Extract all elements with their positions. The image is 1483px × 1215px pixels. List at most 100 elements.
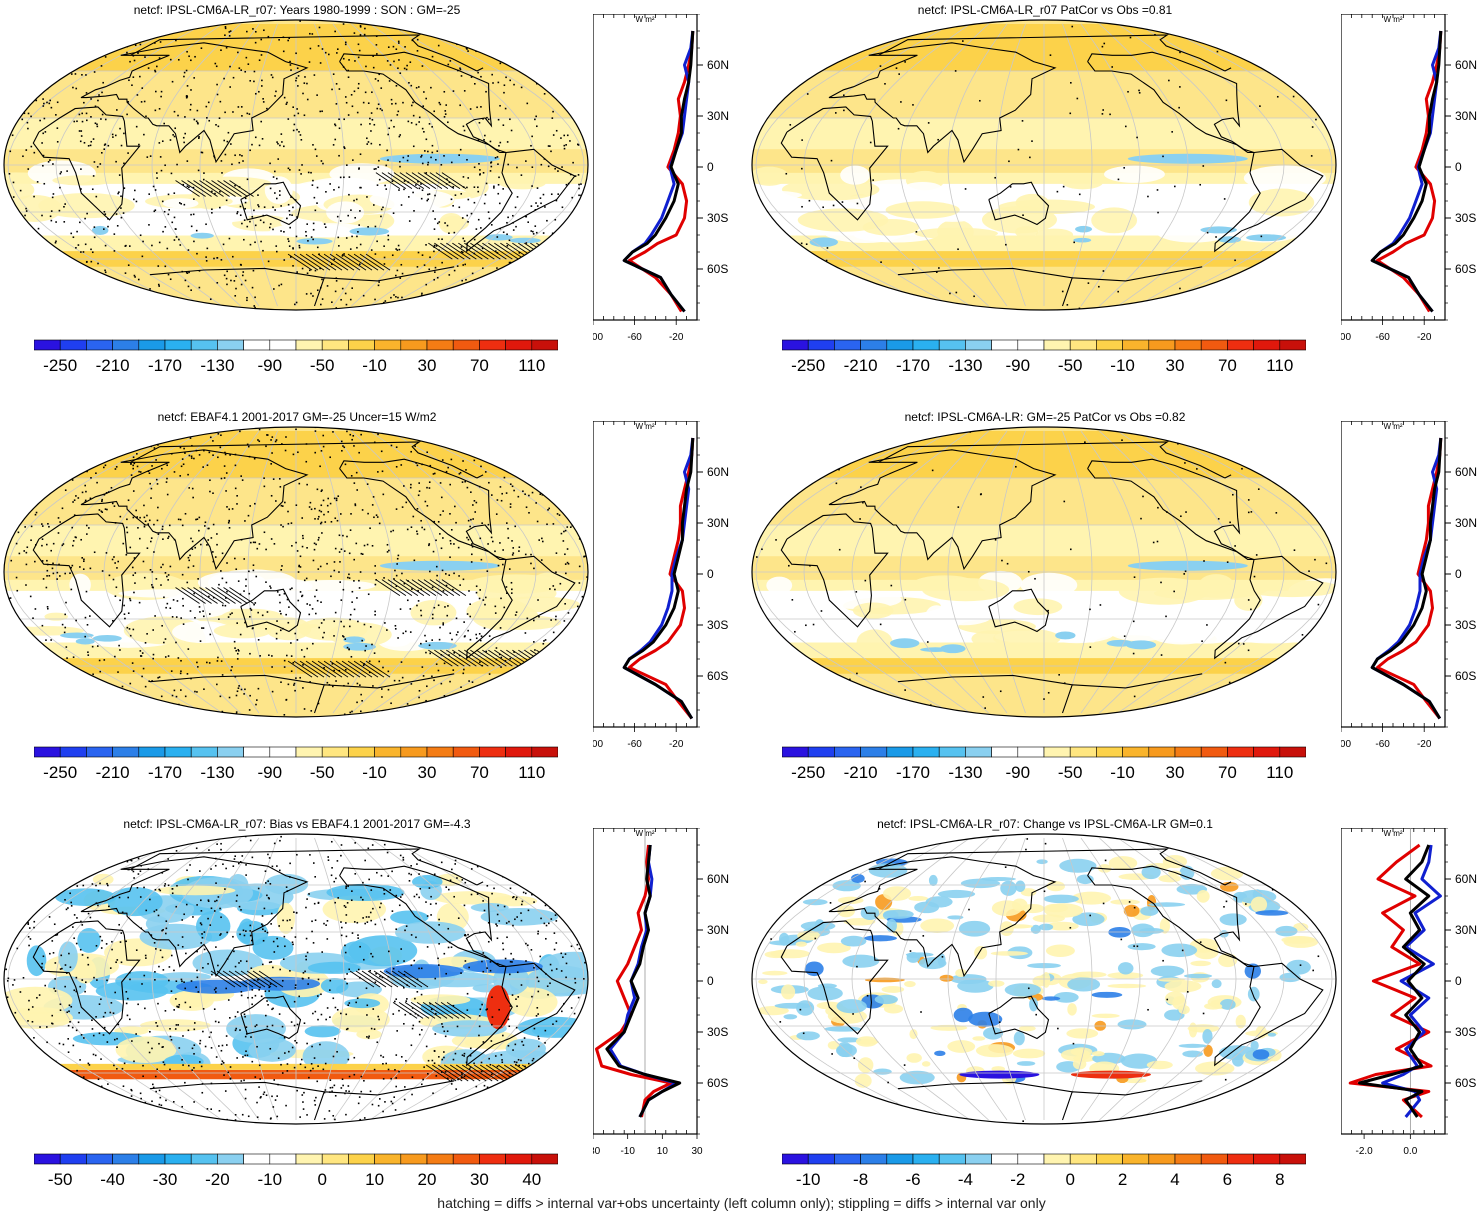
- colorbar-swatch: [886, 339, 914, 351]
- profile-lat-label: 60N: [707, 872, 729, 886]
- profile-lat-label: 30S: [707, 1025, 728, 1039]
- colorbar-swatch: [190, 746, 218, 758]
- colorbar-swatch: [1227, 339, 1254, 351]
- colorbar: -250-210-170-130-90-50-103070110150: [34, 339, 558, 375]
- colorbar-label: -40: [100, 1170, 125, 1189]
- colorbar-label: -10: [362, 356, 387, 375]
- profile-x-tick: -100: [593, 332, 603, 343]
- profile-lat-label: 60S: [1455, 262, 1476, 276]
- colorbar-swatch: [1096, 339, 1123, 351]
- colorbar-label: 0: [317, 1170, 326, 1189]
- colorbar-swatch: [164, 746, 192, 758]
- colorbar-swatch: [295, 1153, 323, 1165]
- colorbar-label: 110: [518, 763, 545, 782]
- coastline-africa: [32, 920, 141, 1035]
- coastline-africa: [32, 513, 141, 628]
- colorbar-swatch: [860, 746, 888, 758]
- coastline-antarctica: [149, 673, 455, 714]
- profile-lat-label: 60S: [707, 262, 728, 276]
- colorbar-label: -170: [896, 763, 930, 782]
- colorbar-swatch: [886, 1153, 914, 1165]
- colorbar-label: 4: [1170, 1170, 1179, 1189]
- panel-title: netcf: IPSL-CM6A-LR_r07: Years 1980-1999…: [133, 3, 461, 17]
- profile-unit: W m²: [1383, 829, 1402, 838]
- coastline-asia: [828, 42, 1057, 164]
- colorbar-label: -20: [205, 1170, 230, 1189]
- colorbar-swatch: [782, 746, 809, 758]
- colorbar-swatch: [138, 1153, 166, 1165]
- profile-lat-label: 30S: [707, 211, 728, 225]
- colorbar-label: 110: [518, 356, 545, 375]
- colorbar-label: -4: [958, 1170, 973, 1189]
- profile-unit: W m²: [635, 422, 654, 431]
- colorbar-label: -90: [1006, 763, 1031, 782]
- colorbar-swatch: [243, 746, 271, 758]
- coastline-antarctica: [149, 1080, 455, 1121]
- colorbar-swatch: [1227, 1153, 1254, 1165]
- colorbar-swatch: [112, 1153, 140, 1165]
- colorbar-swatch: [834, 1153, 861, 1165]
- colorbar-label: 70: [1218, 356, 1237, 375]
- coastline-antarctica: [149, 266, 455, 307]
- coastline-namerica: [1087, 865, 1255, 968]
- profile-x-tick: 0.0: [1403, 1146, 1417, 1157]
- colorbar-swatch: [452, 746, 480, 758]
- colorbar-label: 30: [418, 763, 437, 782]
- colorbar-swatch: [269, 339, 297, 351]
- colorbar-swatch: [295, 339, 323, 351]
- colorbar-label: -8: [853, 1170, 868, 1189]
- profile-lat-label: 30S: [1455, 618, 1476, 632]
- coastline-antarctica: [897, 1080, 1203, 1121]
- colorbar-swatch: [1069, 1153, 1097, 1165]
- profile-series-line: [627, 30, 695, 313]
- colorbar-label: 0: [1065, 1170, 1074, 1189]
- colorbar-label: -10: [1110, 356, 1135, 375]
- profile-lat-label: 30S: [1455, 211, 1476, 225]
- profile-series-line: [605, 844, 682, 1118]
- colorbar-swatch: [912, 1153, 940, 1165]
- colorbar-label: 30: [418, 356, 437, 375]
- colorbar-swatch: [374, 339, 402, 351]
- colorbar: -250-210-170-130-90-50-103070110150: [34, 746, 558, 782]
- colorbar: -10-8-6-4-20246810: [782, 1153, 1306, 1189]
- coastline-namerica: [339, 51, 507, 154]
- colorbar-swatch: [1200, 746, 1228, 758]
- colorbar-label: 30: [1166, 356, 1185, 375]
- colorbar-swatch: [86, 746, 113, 758]
- colorbar-swatch: [1069, 746, 1097, 758]
- colorbar-swatch: [782, 339, 809, 351]
- coastline-namerica: [339, 865, 507, 968]
- world-map: [751, 19, 1337, 311]
- colorbar-label: -170: [896, 356, 930, 375]
- profile-unit: W m²: [635, 15, 654, 24]
- colorbar-swatch: [86, 1153, 113, 1165]
- colorbar-label: -10: [796, 1170, 821, 1189]
- profile-lat-label: 60S: [1455, 669, 1476, 683]
- profile-lat-label: 0: [707, 974, 714, 988]
- colorbar-label: -50: [48, 1170, 73, 1189]
- colorbar-swatch: [938, 1153, 966, 1165]
- colorbar-swatch: [938, 746, 966, 758]
- coastline-samerica: [466, 555, 576, 660]
- colorbar-swatch: [1174, 1153, 1202, 1165]
- profile-series-line: [622, 30, 695, 313]
- profile-lat-label: 30S: [707, 618, 728, 632]
- coastline-australia: [240, 995, 302, 1040]
- colorbar-swatch: [426, 339, 454, 351]
- colorbar-label: -130: [200, 763, 234, 782]
- colorbar-swatch: [1017, 339, 1045, 351]
- profile-lat-label: 0: [707, 567, 714, 581]
- colorbar-swatch: [505, 1153, 533, 1165]
- profile-lat-label: 60N: [1455, 58, 1477, 72]
- colorbar-label: -210: [844, 763, 878, 782]
- colorbar-swatch: [834, 339, 861, 351]
- colorbar-swatch: [531, 746, 558, 758]
- colorbar-label: 30: [470, 1170, 489, 1189]
- colorbar-swatch: [321, 746, 349, 758]
- colorbar-swatch: [1200, 339, 1228, 351]
- colorbar-swatch: [505, 746, 533, 758]
- colorbar-swatch: [991, 746, 1019, 758]
- world-map: [3, 833, 589, 1125]
- colorbar-swatch: [1148, 1153, 1176, 1165]
- colorbar-swatch: [86, 339, 113, 351]
